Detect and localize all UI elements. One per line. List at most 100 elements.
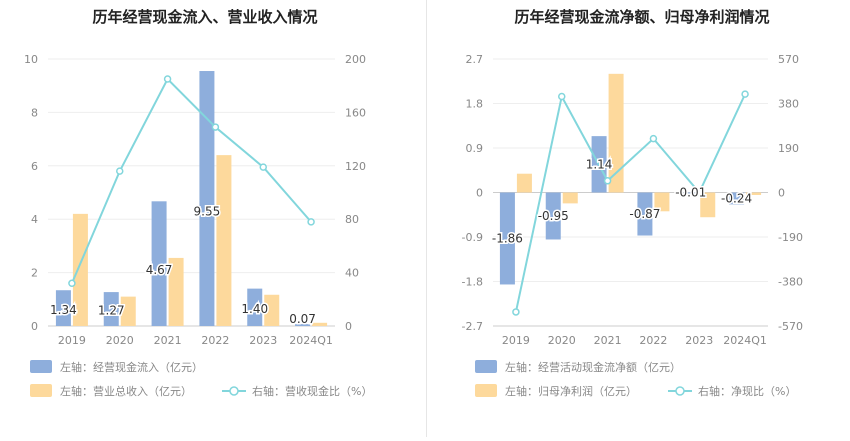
x-axis-tick-label: 2023 — [249, 334, 277, 347]
right-axis-tick-label: 570 — [778, 53, 799, 66]
ratio-point — [741, 90, 749, 98]
x-axis-tick-label: 2021 — [594, 334, 622, 347]
left-axis-tick-label: 8 — [31, 106, 38, 119]
left-axis-tick-label: 2 — [31, 267, 38, 280]
right-axis-tick-label: -190 — [778, 231, 803, 244]
right-axis-tick-label: 200 — [345, 53, 366, 66]
bar-secondary — [608, 73, 624, 193]
legend-label: 右轴：净现比（%） — [698, 384, 796, 398]
bar-data-label: 1.34 — [50, 303, 77, 317]
legend-label: 左轴：经营现金流入（亿元） — [60, 360, 203, 374]
bar-data-label: 1.27 — [98, 304, 125, 318]
right-axis-tick-label: 380 — [778, 98, 799, 111]
left-axis-tick-label: -0.9 — [462, 231, 483, 244]
bar-data-label: 4.67 — [146, 263, 173, 277]
right-axis-tick-label: 0 — [778, 187, 785, 200]
x-axis-tick-label: 2019 — [502, 334, 530, 347]
legend-swatch — [30, 360, 52, 373]
legend-label: 左轴：经营活动现金流净额（亿元） — [505, 360, 681, 374]
right-axis-tick-label: -380 — [778, 276, 803, 289]
bar-data-label: 1.14 — [586, 157, 613, 171]
panel-divider — [426, 0, 427, 437]
bar-data-label: -1.86 — [492, 231, 523, 245]
x-axis-tick-label: 2024Q1 — [723, 334, 767, 347]
bar-data-label: -0.95 — [538, 209, 569, 223]
left-axis-tick-label: -2.7 — [462, 320, 483, 333]
bar-data-label: 1.40 — [241, 302, 268, 316]
x-axis-tick-label: 2020 — [548, 334, 576, 347]
bar-secondary — [312, 322, 328, 326]
x-axis-tick-label: 2021 — [154, 334, 182, 347]
bar-secondary — [264, 294, 280, 326]
ratio-point — [649, 134, 658, 143]
chart-title: 历年经营现金流净额、归母净利润情况 — [514, 8, 769, 26]
x-axis-tick-label: 2024Q1 — [289, 334, 333, 347]
bar-primary — [199, 71, 215, 326]
right-axis-tick-label: 190 — [778, 142, 799, 155]
bar-secondary — [516, 173, 532, 193]
bar-data-label: -0.01 — [675, 186, 706, 200]
legend-label: 右轴：营收现金比（%） — [252, 384, 372, 398]
bar-secondary — [562, 192, 578, 204]
left-axis-tick-label: 4 — [31, 213, 38, 226]
ratio-point — [558, 92, 566, 101]
bar-secondary — [168, 257, 184, 326]
bar-secondary — [216, 155, 232, 326]
legend-line-marker — [229, 386, 239, 396]
ratio-line — [70, 77, 312, 284]
legend-swatch — [475, 384, 497, 397]
ratio-point — [512, 308, 520, 316]
ratio-point — [695, 188, 703, 197]
right-axis-tick-label: 160 — [345, 106, 366, 119]
bar-primary — [103, 292, 119, 326]
legend-label: 左轴：归母净利润（亿元） — [505, 384, 637, 398]
legend-line-marker — [675, 386, 685, 396]
right-axis-tick-label: 80 — [345, 213, 359, 226]
ratio-line — [514, 93, 746, 313]
ratio-point — [211, 123, 220, 131]
bar-primary — [247, 288, 263, 326]
left-axis-tick-label: 0 — [476, 187, 483, 200]
left-axis-tick-label: 0 — [31, 320, 38, 333]
bar-primary — [295, 324, 311, 326]
ratio-point — [163, 75, 172, 83]
x-axis-tick-label: 2022 — [201, 334, 229, 347]
bar-data-label: 0.07 — [289, 312, 316, 326]
left-axis-tick-label: 6 — [31, 160, 38, 173]
right-axis-tick-label: 0 — [345, 320, 352, 333]
bar-secondary — [72, 213, 88, 326]
left-axis-tick-label: 2.7 — [466, 53, 484, 66]
bar-primary — [683, 192, 699, 194]
legend-label: 左轴：营业总收入（亿元） — [60, 384, 192, 398]
bar-secondary — [700, 192, 716, 218]
legend-swatch — [475, 360, 497, 373]
x-axis-tick-label: 2022 — [639, 334, 667, 347]
ratio-point — [68, 279, 76, 288]
x-axis-tick-label: 2020 — [106, 334, 134, 347]
bar-data-label: -0.24 — [721, 191, 752, 205]
left-axis-tick-label: 1.8 — [466, 98, 484, 111]
left-axis-tick-label: -1.8 — [462, 276, 483, 289]
bar-secondary — [654, 192, 670, 212]
bar-primary — [151, 201, 167, 326]
x-axis-tick-label: 2019 — [58, 334, 86, 347]
bar-data-label: 9.55 — [194, 204, 221, 218]
bar-secondary — [120, 296, 136, 326]
ratio-point — [307, 218, 315, 226]
ratio-point — [116, 167, 124, 175]
legend-swatch — [30, 384, 52, 397]
bar-primary — [55, 290, 71, 326]
bar-primary — [637, 192, 653, 236]
x-axis-tick-label: 2023 — [685, 334, 713, 347]
left-axis-tick-label: 0.9 — [466, 142, 484, 155]
left-axis-tick-label: 10 — [24, 53, 38, 66]
right-axis-tick-label: 40 — [345, 267, 359, 280]
bar-primary — [499, 192, 515, 285]
bar-primary — [729, 192, 745, 205]
chart-title: 历年经营现金流入、营业收入情况 — [92, 8, 317, 26]
bar-data-label: -0.87 — [629, 207, 660, 221]
right-axis-tick-label: 120 — [345, 160, 366, 173]
ratio-point — [603, 177, 612, 185]
